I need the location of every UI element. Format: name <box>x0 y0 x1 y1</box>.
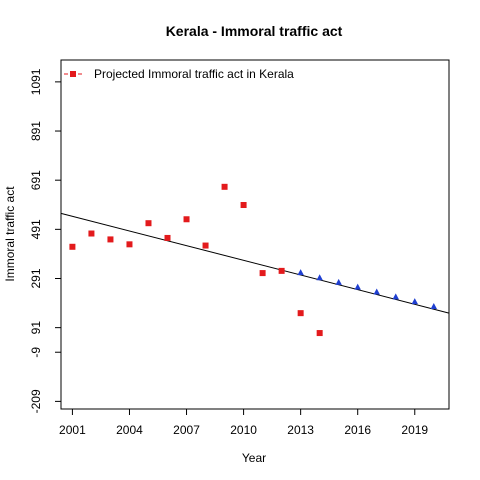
x-axis-label: Year <box>242 451 266 465</box>
y-tick-label: -9 <box>29 347 43 358</box>
legend: Projected Immoral traffic act in Kerala <box>64 67 294 81</box>
observed-point <box>316 330 323 337</box>
observed-point <box>69 243 76 250</box>
projected-point <box>354 283 361 290</box>
x-tick-label: 2016 <box>344 423 371 437</box>
projected-point <box>373 288 380 295</box>
projected-point <box>430 303 437 310</box>
y-tick-label: 691 <box>29 170 43 190</box>
observed-point <box>107 236 114 243</box>
legend-marker <box>70 71 76 77</box>
x-tick-label: 2019 <box>401 423 428 437</box>
projected-point <box>411 298 418 305</box>
x-axis: 2001 2004 2007 2010 2013 2016 2019 <box>59 409 428 437</box>
y-tick-label: 1091 <box>29 68 43 95</box>
y-tick-label: 291 <box>29 268 43 288</box>
observed-point <box>221 183 228 190</box>
y-tick-label: 491 <box>29 219 43 239</box>
projected-point <box>316 274 323 281</box>
observed-point <box>202 242 209 249</box>
observed-point <box>259 270 266 277</box>
projected-point <box>392 293 399 300</box>
y-tick-label: 891 <box>29 121 43 141</box>
observed-point <box>126 241 133 248</box>
y-axis: -209 -9 91 291 491 691 891 1091 <box>29 68 61 413</box>
y-tick-label: 91 <box>29 321 43 335</box>
chart-title: Kerala - Immoral traffic act <box>166 23 343 39</box>
x-tick-label: 2007 <box>173 423 200 437</box>
y-axis-label: Immoral traffic act <box>3 186 17 282</box>
x-tick-label: 2013 <box>287 423 314 437</box>
x-tick-label: 2004 <box>116 423 143 437</box>
x-tick-label: 2010 <box>230 423 257 437</box>
observed-point <box>183 216 190 223</box>
observed-point <box>278 267 285 274</box>
observed-point <box>145 220 152 227</box>
x-tick-label: 2001 <box>59 423 86 437</box>
points-layer <box>69 183 437 337</box>
y-tick-label: -209 <box>29 389 43 413</box>
plot-frame <box>60 59 450 410</box>
trend-line <box>60 212 450 314</box>
observed-point <box>240 202 247 209</box>
trend-layer <box>60 212 450 314</box>
observed-point <box>164 234 171 241</box>
projected-point <box>297 269 304 276</box>
projected-point <box>335 278 342 285</box>
observed-point <box>297 310 304 317</box>
legend-entry: Projected Immoral traffic act in Kerala <box>94 67 294 81</box>
observed-point <box>88 230 95 237</box>
